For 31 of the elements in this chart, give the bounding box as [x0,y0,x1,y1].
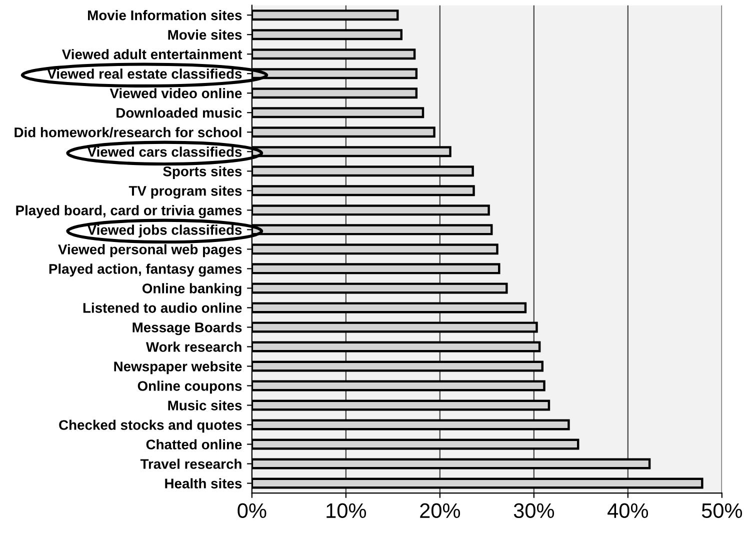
y-tick-label: Sports sites [163,166,242,180]
y-tick-label: Music sites [168,400,242,410]
y-tick-label: Viewed adult entertainment [62,49,242,60]
y-tick-label: Did homework/research for school [14,127,242,138]
x-tick-label: 50% [702,503,742,518]
y-tick-label: Played action, fantasy games [49,264,242,277]
y-tick-label: Travel research [140,458,242,469]
y-tick-label: Viewed jobs classifieds [87,224,242,238]
y-tick-label: Played board, card or trivia games [16,205,242,218]
y-tick-label: Checked stocks and quotes [59,420,242,433]
y-tick-label: Message Boards [132,322,242,336]
y-tick-label: Health sites [165,478,242,488]
x-tick-label: 30% [514,503,554,518]
y-tick-label: Movie sites [168,30,242,40]
y-tick-label: Viewed real estate classifieds [47,68,242,79]
y-tick-label: Movie Information sites [88,10,242,20]
x-tick-label: 20% [420,503,460,518]
y-tick-label: Online coupons [138,380,242,394]
x-tick-label: 10% [326,503,366,518]
x-tick-label: 0% [238,503,266,518]
y-tick-label: Viewed video online [110,88,242,98]
y-tick-label: Newspaper website [114,361,242,374]
y-tick-label: TV program sites [128,186,242,199]
y-tick-label: Viewed cars classifieds [87,146,242,157]
y-tick-label: Viewed personal web pages [58,244,242,258]
y-tick-label: Online banking [142,283,242,296]
y-tick-label: Downloaded music [116,108,242,118]
y-tick-label: Work research [146,342,242,352]
y-tick-label: Listened to audio online [83,302,242,313]
y-tick-label: Chatted online [146,439,242,450]
x-tick-label: 40% [608,503,648,518]
